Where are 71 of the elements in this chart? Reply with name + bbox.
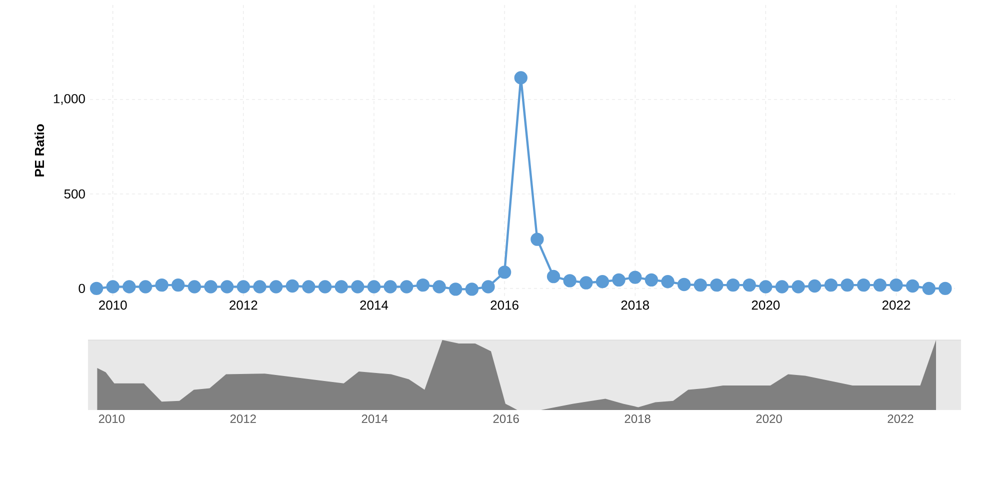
x-tick-label: 2010 xyxy=(99,300,127,310)
point xyxy=(580,276,593,290)
point xyxy=(106,280,120,294)
point xyxy=(661,275,674,288)
point xyxy=(644,273,658,287)
point xyxy=(318,280,332,294)
point xyxy=(546,270,560,284)
point xyxy=(269,280,283,294)
y-axis-title: PE Ratio xyxy=(34,124,44,176)
point xyxy=(759,280,772,294)
point xyxy=(612,273,626,287)
x-tick-label: 2014 xyxy=(362,414,388,424)
point xyxy=(906,279,920,293)
point xyxy=(334,280,348,294)
point xyxy=(628,270,642,284)
point xyxy=(236,280,250,294)
point xyxy=(840,278,854,292)
point xyxy=(302,280,316,294)
point xyxy=(742,278,756,292)
point xyxy=(122,280,136,294)
point xyxy=(172,278,185,292)
point xyxy=(286,279,299,293)
y-tick-label: 1,000 xyxy=(54,94,85,105)
point xyxy=(432,280,446,294)
point xyxy=(857,278,870,292)
point xyxy=(448,282,462,296)
point xyxy=(808,279,822,293)
x-tick-label: 2022 xyxy=(882,300,910,310)
x-tick-label: 2020 xyxy=(756,414,782,424)
point xyxy=(596,275,610,288)
point xyxy=(384,280,397,294)
point xyxy=(890,278,903,292)
x-tick-label: 2012 xyxy=(230,414,256,424)
point xyxy=(220,280,234,294)
x-tick-label: 2012 xyxy=(230,300,258,310)
point xyxy=(400,280,414,294)
x-tick-label: 2014 xyxy=(360,300,388,310)
point xyxy=(514,71,528,84)
point xyxy=(351,280,364,294)
point xyxy=(90,282,104,296)
point xyxy=(710,278,724,292)
point xyxy=(530,232,544,246)
point xyxy=(792,280,805,294)
x-tick-label: 2016 xyxy=(493,414,519,424)
point xyxy=(367,280,381,294)
x-tick-label: 2018 xyxy=(624,414,650,424)
point xyxy=(138,280,152,294)
point xyxy=(155,278,168,292)
point xyxy=(775,280,789,294)
y-tick-label: 500 xyxy=(64,189,85,199)
point xyxy=(482,280,495,294)
point xyxy=(694,278,708,292)
point xyxy=(498,266,512,279)
x-tick-label: 2020 xyxy=(752,300,780,310)
point xyxy=(873,278,887,292)
point xyxy=(677,278,691,292)
point xyxy=(188,280,202,294)
y-tick-label: 0 xyxy=(78,284,85,294)
point xyxy=(824,278,838,292)
point xyxy=(416,278,430,292)
point xyxy=(563,274,576,288)
point xyxy=(465,282,479,296)
point xyxy=(726,278,740,292)
x-tick-label: 2010 xyxy=(98,414,125,424)
x-tick-label: 2018 xyxy=(621,300,650,310)
point xyxy=(938,282,952,296)
x-tick-label: 2016 xyxy=(490,300,518,310)
point xyxy=(253,280,266,294)
x-tick-label: 2022 xyxy=(888,414,914,424)
point xyxy=(922,282,936,296)
point xyxy=(204,280,218,294)
